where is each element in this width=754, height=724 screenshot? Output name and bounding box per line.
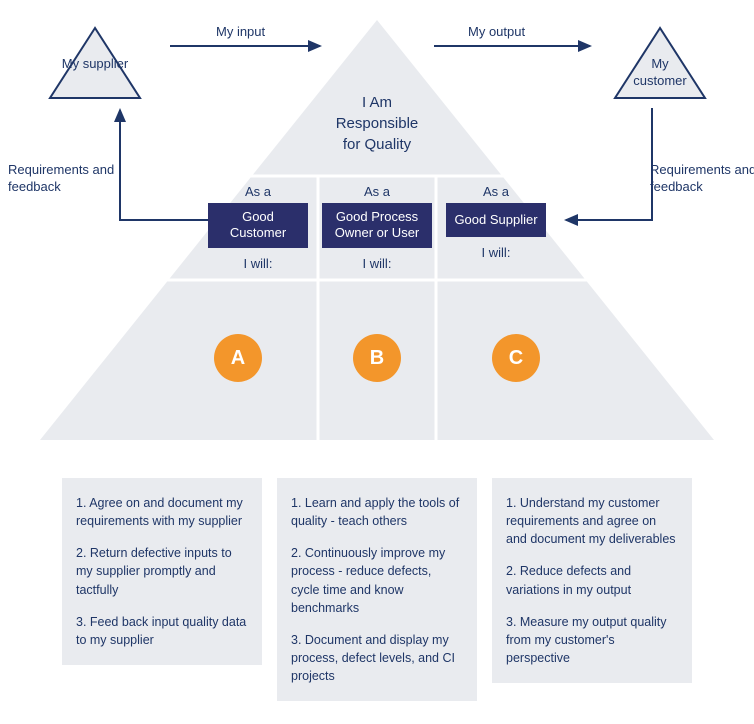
role-iwill: I will:	[446, 245, 546, 260]
card-c: 1. Understand my customer requirements a…	[492, 478, 692, 683]
card-a-item-1: 1. Agree on and document my requirements…	[76, 494, 248, 530]
role-col-process: As a Good Process Owner or User I will:	[322, 184, 432, 271]
card-b-item-3: 3. Document and display my process, defe…	[291, 631, 463, 685]
right-feedback-label: Requirements and feedback	[650, 162, 754, 196]
center-title: I Am Responsible for Quality	[307, 92, 447, 155]
circle-b: B	[353, 334, 401, 382]
role-asa: As a	[322, 184, 432, 199]
card-b-item-2: 2. Continuously improve my process - red…	[291, 544, 463, 617]
arrow-left-feedback	[120, 110, 218, 220]
circle-c: C	[492, 334, 540, 382]
card-b-item-1: 1. Learn and apply the tools of quality …	[291, 494, 463, 530]
card-c-item-2: 2. Reduce defects and variations in my o…	[506, 562, 678, 598]
circle-a: A	[214, 334, 262, 382]
card-a-item-2: 2. Return defective inputs to my supplie…	[76, 544, 248, 598]
arrow-right-feedback	[566, 108, 652, 220]
card-b: 1. Learn and apply the tools of quality …	[277, 478, 477, 701]
role-asa: As a	[446, 184, 546, 199]
card-a-item-3: 3. Feed back input quality data to my su…	[76, 613, 248, 649]
input-flow-label: My input	[216, 24, 265, 41]
role-badge-customer: Good Customer	[208, 203, 308, 248]
role-iwill: I will:	[208, 256, 308, 271]
role-badge-process: Good Process Owner or User	[322, 203, 432, 248]
output-flow-label: My output	[468, 24, 525, 41]
role-iwill: I will:	[322, 256, 432, 271]
supplier-label: My supplier	[60, 56, 130, 73]
role-badge-supplier: Good Supplier	[446, 203, 546, 237]
card-c-item-3: 3. Measure my output quality from my cus…	[506, 613, 678, 667]
role-col-supplier: As a Good Supplier I will:	[446, 184, 546, 260]
card-a: 1. Agree on and document my requirements…	[62, 478, 262, 665]
left-feedback-label: Requirements and feedback	[8, 162, 118, 196]
customer-label: My customer	[625, 56, 695, 90]
card-c-item-1: 1. Understand my customer requirements a…	[506, 494, 678, 548]
role-asa: As a	[208, 184, 308, 199]
role-col-customer: As a Good Customer I will:	[208, 184, 308, 271]
